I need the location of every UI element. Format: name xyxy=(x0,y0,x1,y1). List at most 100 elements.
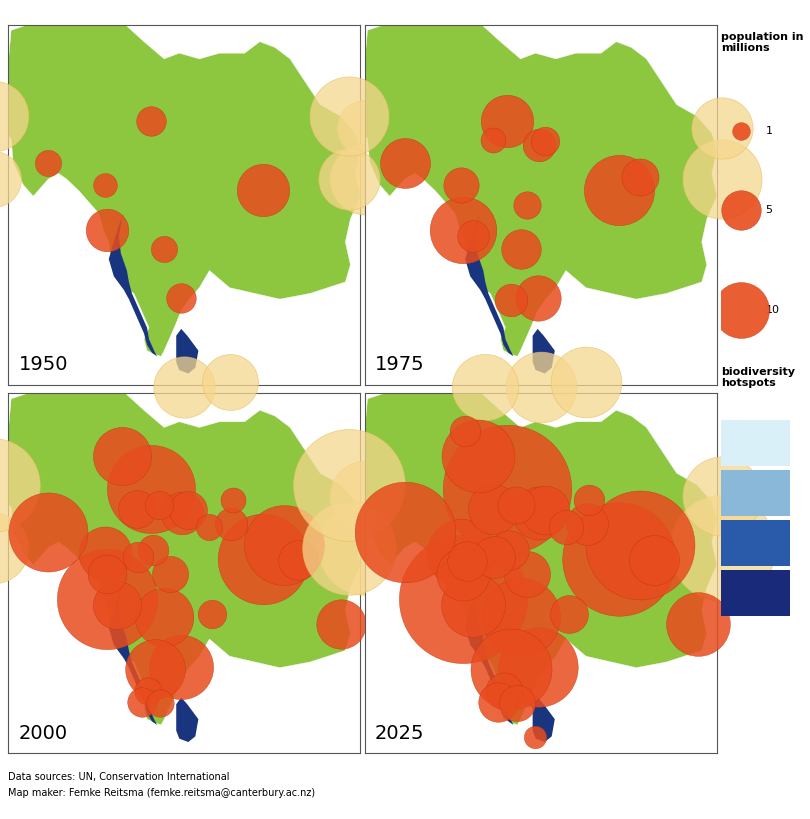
Point xyxy=(612,184,625,197)
Point xyxy=(142,684,155,697)
Point xyxy=(203,520,216,533)
Point xyxy=(100,568,113,581)
Point xyxy=(110,598,123,611)
Polygon shape xyxy=(109,581,157,725)
Point xyxy=(399,525,411,538)
Point xyxy=(343,110,356,123)
Point xyxy=(535,381,548,394)
Point xyxy=(152,499,165,512)
Point xyxy=(115,450,128,463)
Point xyxy=(335,618,347,631)
Point xyxy=(359,541,372,554)
Text: 2000: 2000 xyxy=(19,724,68,743)
Point xyxy=(488,550,501,563)
Point xyxy=(256,184,269,197)
Point xyxy=(612,553,625,566)
Point xyxy=(98,179,111,192)
Point xyxy=(457,592,470,605)
Point xyxy=(154,697,167,710)
Point xyxy=(560,520,573,533)
Point xyxy=(520,568,533,581)
Polygon shape xyxy=(465,581,514,725)
Text: 1975: 1975 xyxy=(375,355,424,374)
Polygon shape xyxy=(355,382,717,725)
Point xyxy=(538,503,551,516)
Polygon shape xyxy=(109,213,157,356)
Polygon shape xyxy=(533,329,555,373)
Point xyxy=(226,493,239,506)
Point xyxy=(175,660,188,673)
Point xyxy=(579,375,592,388)
FancyBboxPatch shape xyxy=(721,420,790,466)
Point xyxy=(176,507,189,520)
Point xyxy=(531,292,544,305)
Point xyxy=(343,541,356,554)
Point xyxy=(457,224,470,237)
Point xyxy=(359,121,372,134)
Polygon shape xyxy=(611,410,717,565)
Point xyxy=(634,170,647,183)
Point xyxy=(735,303,748,316)
Point xyxy=(538,134,551,147)
Point xyxy=(461,554,474,568)
Point xyxy=(359,173,372,186)
Point xyxy=(492,695,505,708)
Polygon shape xyxy=(611,42,717,197)
Point xyxy=(144,114,157,127)
Point xyxy=(479,381,492,394)
Text: population in
millions: population in millions xyxy=(721,32,804,53)
Text: 10: 10 xyxy=(765,305,779,314)
Point xyxy=(634,539,647,552)
Point xyxy=(206,608,219,621)
Point xyxy=(256,553,269,566)
Point xyxy=(514,242,527,256)
FancyBboxPatch shape xyxy=(721,570,790,616)
Point xyxy=(562,608,575,621)
Point xyxy=(514,611,527,624)
Point xyxy=(501,114,514,127)
Point xyxy=(178,381,191,394)
Polygon shape xyxy=(0,382,360,725)
Text: 2025: 2025 xyxy=(375,724,424,743)
Point xyxy=(454,179,467,192)
Point xyxy=(715,121,728,134)
Point xyxy=(531,660,544,673)
Point xyxy=(130,502,143,515)
Point xyxy=(467,598,480,611)
Point xyxy=(582,493,595,506)
Point xyxy=(509,499,522,512)
Point xyxy=(175,292,188,305)
Point xyxy=(505,294,518,307)
Point xyxy=(100,592,113,605)
Point xyxy=(278,539,291,552)
Point xyxy=(467,229,480,242)
Point xyxy=(42,525,55,538)
Point xyxy=(457,568,470,581)
Polygon shape xyxy=(355,13,717,356)
Point xyxy=(135,695,148,708)
Point xyxy=(454,547,467,560)
Point xyxy=(715,490,728,503)
FancyBboxPatch shape xyxy=(721,470,790,516)
Point xyxy=(359,490,372,503)
Point xyxy=(181,503,194,516)
Point xyxy=(147,543,160,556)
Point xyxy=(520,199,533,212)
FancyBboxPatch shape xyxy=(721,520,790,566)
Point xyxy=(343,478,356,491)
Polygon shape xyxy=(177,698,198,742)
Polygon shape xyxy=(255,410,360,565)
Point xyxy=(487,502,500,515)
Point xyxy=(532,138,545,152)
Point xyxy=(158,242,171,256)
Point xyxy=(715,541,728,554)
Point xyxy=(581,517,594,530)
Point xyxy=(498,684,511,697)
Point xyxy=(458,424,471,437)
Text: 1: 1 xyxy=(765,126,773,137)
Text: 5: 5 xyxy=(765,205,773,215)
Text: biodiversity
hotspots: biodiversity hotspots xyxy=(721,367,795,388)
Point xyxy=(691,618,704,631)
Point xyxy=(648,554,661,567)
Text: Map maker: Femke Reitsma (femke.reitsma@canterbury.ac.nz): Map maker: Femke Reitsma (femke.reitsma@… xyxy=(8,788,315,798)
